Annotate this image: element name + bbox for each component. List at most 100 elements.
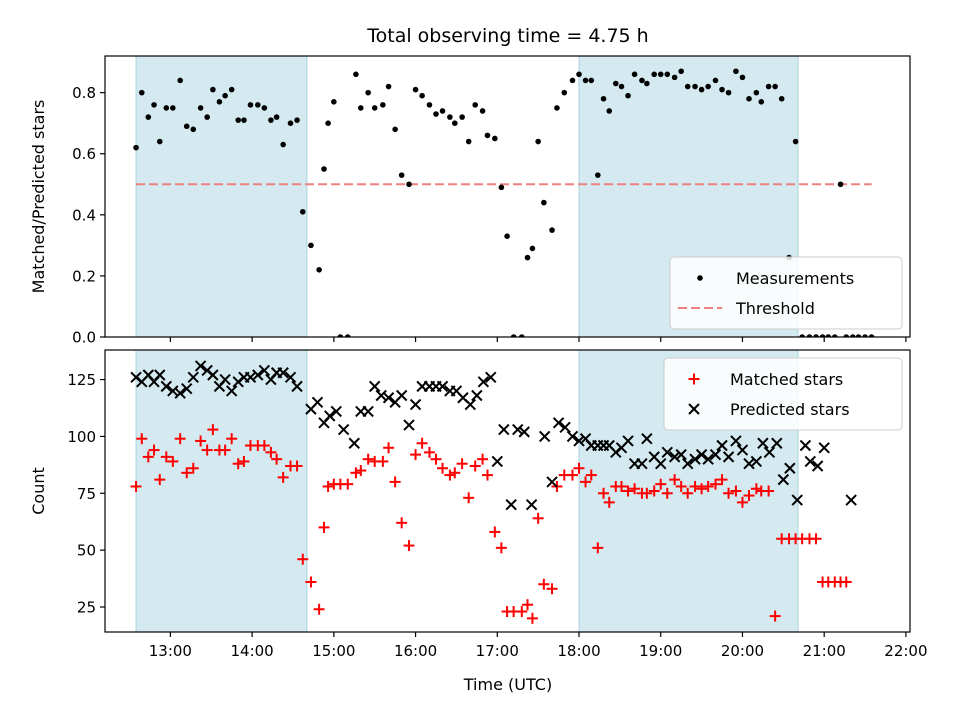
measurement-point: [806, 334, 813, 337]
predicted-point: [375, 389, 387, 402]
predicted-point: [702, 453, 714, 465]
predicted-point: [512, 423, 524, 436]
measurement-point: [510, 334, 517, 337]
x-tick-label: 13:00: [149, 642, 192, 660]
predicted-point-b: [771, 437, 783, 449]
matched-point: [661, 487, 673, 499]
ratio-panel: 0.0 0.2 0.4 0.6 0.8 Matched/Predicted stars Me…: [29, 55, 911, 347]
matched-point: [696, 483, 708, 495]
predicted-point-b: [695, 448, 708, 461]
measurement-point: [145, 114, 152, 120]
predicted-point-b: [722, 451, 735, 463]
measurement-point: [261, 105, 268, 111]
measurement-point: [479, 108, 486, 114]
matched-point: [477, 453, 489, 465]
matched-point: [207, 424, 219, 436]
measurement-point: [321, 166, 327, 172]
predicted-point-b: [505, 498, 517, 511]
matched-point: [622, 485, 634, 497]
matched-point: [416, 437, 428, 449]
measurement-point: [849, 334, 856, 337]
matched-point: [716, 474, 728, 486]
matched-point: [219, 444, 231, 456]
predicted-point-b: [491, 455, 503, 468]
chart-title: Total observing time = 4.75 h: [366, 25, 648, 47]
measurement-point: [576, 71, 582, 78]
predicted-point-b: [512, 423, 524, 436]
matched-point: [516, 606, 528, 618]
predicted-point-b: [641, 432, 653, 445]
measurement-point: [606, 108, 613, 114]
matched-point: [265, 446, 277, 458]
measurement-point: [868, 334, 875, 337]
measurement-point: [280, 141, 286, 148]
observing-window-1: [135, 350, 308, 632]
predicted-point: [771, 437, 783, 449]
predicted-point: [194, 360, 207, 372]
matched-point: [318, 521, 330, 533]
predicted-point-b: [409, 398, 422, 411]
predicted-point-b: [219, 373, 231, 386]
predicted-point-b: [675, 448, 687, 461]
measurement-point: [216, 99, 223, 105]
matched-point: [430, 453, 442, 465]
measurement-point: [241, 117, 247, 123]
measurement-point: [746, 95, 752, 102]
measurement-point: [498, 184, 505, 191]
y-axis-label: Matched/Predicted stars: [29, 100, 48, 294]
predicted-point-b: [368, 380, 381, 393]
measurement-point: [819, 334, 826, 337]
predicted-point-b: [324, 410, 336, 422]
matched-point: [187, 462, 199, 474]
matched-point: [258, 440, 270, 452]
predicted-point-b: [777, 473, 790, 486]
x-tick-label: 14:00: [230, 642, 273, 660]
predicted-point-b: [518, 426, 530, 438]
measurement-point: [447, 114, 453, 120]
predicted-point-b: [207, 369, 219, 381]
matched-point: [437, 462, 449, 474]
matched-point: [277, 471, 289, 483]
matched-point: [130, 480, 142, 492]
measurement-point: [862, 334, 868, 337]
y-tick-label: 50: [77, 542, 96, 560]
measurement-point: [595, 172, 601, 178]
matched-point: [522, 599, 534, 611]
measurement-point: [651, 71, 657, 78]
measurement-point: [358, 105, 364, 111]
matched-point: [648, 485, 660, 497]
matched-point: [682, 487, 694, 499]
measurement-point: [657, 71, 664, 78]
predicted-point-b: [818, 442, 830, 454]
y-tick-label: 75: [77, 485, 96, 503]
measurement-point: [412, 86, 419, 93]
predicted-point: [566, 430, 579, 443]
matched-point: [585, 469, 597, 481]
measurement-point: [177, 77, 183, 84]
matched-point: [160, 451, 172, 463]
matched-point: [769, 610, 781, 622]
predicted-point-b: [689, 453, 701, 465]
predicted-point-b: [730, 435, 742, 447]
matched-point: [456, 458, 468, 470]
predicted-point-b: [750, 455, 763, 468]
predicted-point: [498, 423, 510, 436]
measurement-point: [398, 172, 405, 178]
measurement-point: [664, 71, 671, 78]
predicted-point-b: [194, 360, 207, 372]
predicted-point-b: [311, 396, 324, 409]
matched-point: [538, 578, 550, 590]
measurement-point: [385, 83, 392, 90]
measurement-point: [535, 138, 541, 145]
predicted-point-b: [450, 385, 463, 397]
predicted-point: [668, 451, 681, 463]
measurement-point: [484, 132, 491, 139]
predicted-point: [337, 423, 350, 436]
matched-point: [403, 540, 415, 552]
predicted-point-b: [160, 380, 173, 393]
predicted-point-b: [362, 405, 374, 418]
matched-point: [238, 455, 250, 467]
matched-point: [603, 496, 615, 508]
x-tick-label: 19:00: [639, 642, 682, 660]
predicted-point-b: [337, 423, 350, 436]
